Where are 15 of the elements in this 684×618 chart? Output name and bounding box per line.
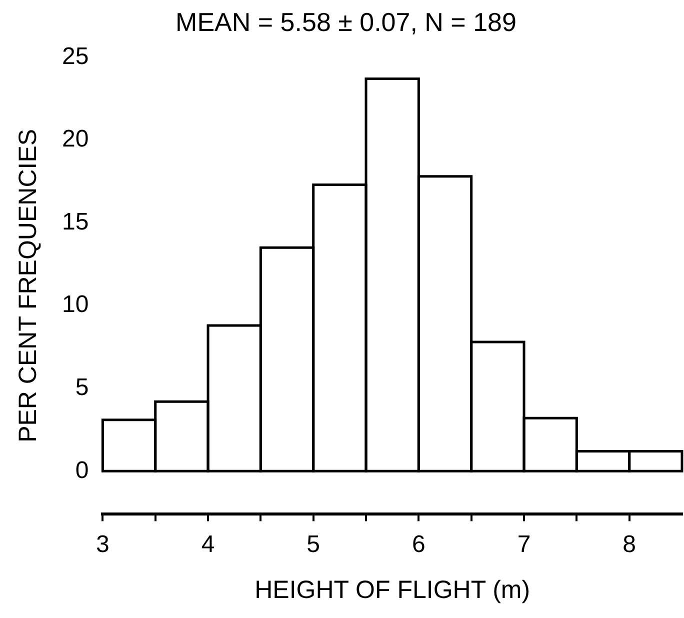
y-tick-label: 15: [62, 208, 89, 236]
y-tick-label: 0: [75, 456, 89, 484]
y-tick-label: 20: [62, 126, 89, 153]
chart-title: MEAN = 5.58 ± 0.07, N = 189: [176, 6, 516, 37]
x-tick-label: 6: [412, 531, 426, 558]
y-tick-label: 5: [75, 374, 89, 401]
x-tick-label: 4: [201, 531, 215, 558]
y-tick-label: 10: [62, 291, 89, 318]
x-tick-label: 8: [622, 531, 636, 558]
x-axis-title: HEIGHT OF FLIGHT (m): [254, 576, 530, 604]
y-tick-label: 25: [62, 42, 89, 70]
x-tick-label: 3: [96, 531, 110, 558]
y-axis-title: PER CENT FREQUENCIES: [14, 128, 42, 442]
x-tick-label: 5: [306, 531, 320, 558]
x-tick-label: 7: [517, 531, 531, 558]
